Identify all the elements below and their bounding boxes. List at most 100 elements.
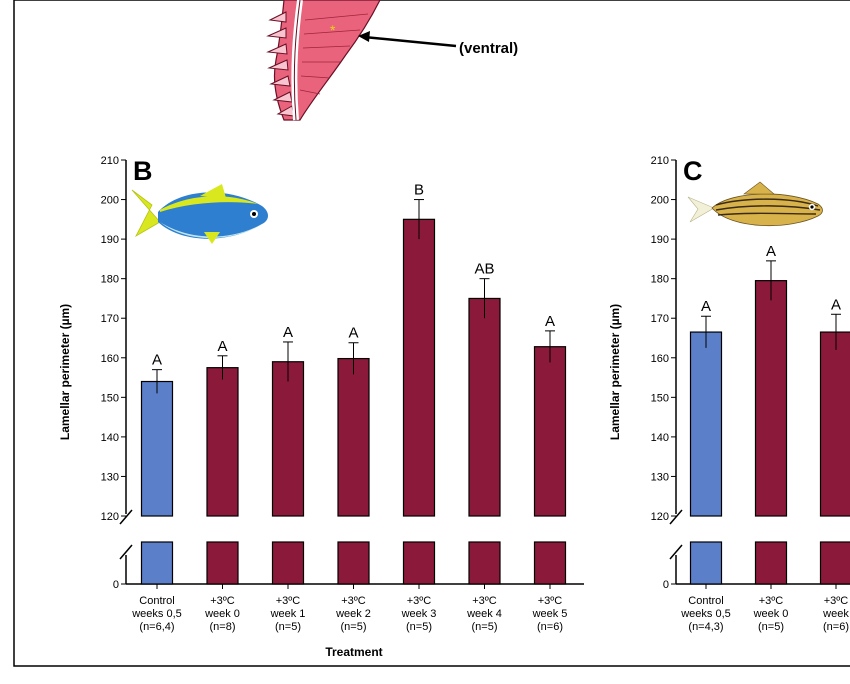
panel-b-axis-break-mark bbox=[119, 509, 133, 525]
panel-b-category-label: week 3 bbox=[401, 608, 437, 620]
panel-b-bar-lower bbox=[271, 541, 305, 585]
panel-b-significance-label: AB bbox=[474, 261, 494, 278]
panel-b-y-tick-label: 150 bbox=[101, 392, 119, 404]
panel-b-significance-label: B bbox=[414, 182, 424, 199]
panel-b-significance-label: A bbox=[545, 313, 555, 330]
panel-b-y-tick-label: 200 bbox=[101, 195, 119, 207]
panel-b-category-label: (n=5) bbox=[275, 621, 301, 633]
panel-b-category-label: week 5 bbox=[532, 608, 568, 620]
panel-b-bar bbox=[206, 367, 239, 517]
panel-c-y-tick-label: 200 bbox=[651, 195, 669, 207]
panel-b-category-label: week 1 bbox=[270, 608, 306, 620]
panel-c-bar bbox=[819, 331, 850, 517]
panel-b-category-label: +3ºC bbox=[538, 595, 563, 607]
panel-b-y-tick-label: 210 bbox=[101, 155, 119, 167]
panel-b-category-label: week 2 bbox=[335, 608, 371, 620]
ventral-label: (ventral) bbox=[459, 40, 518, 57]
panel-b-y-tick-label: 0 bbox=[113, 579, 119, 591]
panel-b-category-label: +3ºC bbox=[472, 595, 497, 607]
panel-b-y-tick-label: 140 bbox=[101, 432, 119, 444]
panel-b-letter: B bbox=[133, 156, 153, 186]
panel-b-significance-label: A bbox=[348, 325, 358, 342]
panel-b-axis-break-mark bbox=[119, 544, 133, 560]
panel-c-y-tick-label: 160 bbox=[651, 353, 669, 365]
panel-c-y-tick-label: 0 bbox=[663, 579, 669, 591]
panel-c-bar bbox=[689, 331, 723, 517]
svg-text:*: * bbox=[330, 22, 336, 38]
panel-c-category-label: (n=6) bbox=[823, 621, 849, 633]
panel-b-bar-lower bbox=[402, 541, 436, 585]
cardinalfish-icon bbox=[687, 181, 823, 227]
panel-c-bar-lower bbox=[819, 541, 850, 585]
panel-b-category-label: (n=8) bbox=[210, 621, 236, 633]
panel-b-category-label: +3ºC bbox=[210, 595, 235, 607]
panel-c-y-tick-label: 130 bbox=[651, 471, 669, 483]
panel-b-category-label: +3ºC bbox=[407, 595, 432, 607]
panel-b-bar bbox=[337, 357, 370, 517]
panel-c-bar bbox=[754, 280, 788, 517]
panel-c-y-tick-label: 170 bbox=[651, 313, 669, 325]
panel-c-y-tick-label: 120 bbox=[651, 511, 669, 523]
panel-b-bar-lower bbox=[140, 541, 174, 585]
panel-b-y-tick-label: 160 bbox=[101, 353, 119, 365]
panel-b-plot: 0120130140150160170180190200210AControlw… bbox=[101, 155, 584, 633]
figure-frame bbox=[13, 0, 850, 667]
panel-b-category-label: +3ºC bbox=[341, 595, 366, 607]
panel-b-y-tick-label: 170 bbox=[101, 313, 119, 325]
panel-b-bar-lower bbox=[337, 541, 370, 585]
panel-b-y-tick-label: 130 bbox=[101, 471, 119, 483]
panel-b-bar bbox=[271, 361, 305, 517]
panel-c-y-tick-label: 180 bbox=[651, 274, 669, 286]
panel-b-bar-lower bbox=[533, 541, 567, 585]
panel-b-category-label: Control bbox=[139, 595, 174, 607]
panel-c-bar-lower bbox=[689, 541, 723, 585]
panel-b-category-label: week 4 bbox=[466, 608, 502, 620]
panel-b-category-label: week 0 bbox=[204, 608, 240, 620]
panel-b-x-axis-label: Treatment bbox=[325, 645, 382, 659]
panel-c-category-label: Control bbox=[688, 595, 723, 607]
panel-b: B Lamellar perimeter (µm) Treatment 0 120… bbox=[58, 155, 584, 659]
panel-c-axis-break-mark bbox=[669, 509, 683, 525]
panel-b-category-label: +3ºC bbox=[276, 595, 301, 607]
panel-b-y-tick-label: 190 bbox=[101, 234, 119, 246]
panel-b-bar bbox=[533, 346, 567, 517]
panel-c-plot: 0120130140150160170180190200210AControlw… bbox=[651, 155, 850, 633]
panel-b-category-label: (n=5) bbox=[341, 621, 367, 633]
yellowfin-fish-icon bbox=[131, 184, 268, 244]
panel-b-bar-lower bbox=[206, 541, 239, 585]
panel-c: C Lamellar perimeter (µm) 0 120 130 140 150 1… bbox=[608, 155, 850, 633]
panel-b-bar-lower bbox=[468, 541, 501, 585]
panel-c-category-label: (n=4,3) bbox=[688, 621, 723, 633]
panel-c-category-label: (n=5) bbox=[758, 621, 784, 633]
panel-c-category-label: weeks 0,5 bbox=[680, 608, 731, 620]
panel-c-category-label: +3ºC bbox=[824, 595, 849, 607]
panel-c-y-axis-label: Lamellar perimeter (µm) bbox=[608, 304, 622, 440]
panel-c-y-tick-label: 140 bbox=[651, 432, 669, 444]
panel-c-significance-label: A bbox=[766, 243, 776, 260]
panel-c-letter: C bbox=[683, 156, 703, 186]
panel-b-y-tick-label: 120 bbox=[101, 511, 119, 523]
panel-b-y-tick-label: 180 bbox=[101, 274, 119, 286]
panel-c-significance-label: A bbox=[701, 298, 711, 315]
panel-c-y-tick-label: 190 bbox=[651, 234, 669, 246]
panel-c-y-tick-label: 210 bbox=[651, 155, 669, 167]
panel-b-significance-label: A bbox=[217, 338, 227, 355]
panel-b-category-label: (n=6,4) bbox=[139, 621, 174, 633]
panel-c-y-tick-label: 150 bbox=[651, 392, 669, 404]
panel-b-significance-label: A bbox=[152, 352, 162, 369]
panel-c-significance-label: A bbox=[831, 296, 841, 313]
panel-b-category-label: (n=5) bbox=[472, 621, 498, 633]
panel-b-bar bbox=[402, 218, 436, 517]
panel-c-category-label: week bbox=[822, 608, 849, 620]
gill-filament-icon: * bbox=[266, 0, 381, 121]
panel-b-significance-label: A bbox=[283, 324, 293, 341]
panel-b-category-label: (n=6) bbox=[537, 621, 563, 633]
panel-b-category-label: (n=5) bbox=[406, 621, 432, 633]
panel-c-axis-break-mark bbox=[669, 544, 683, 560]
panel-c-bar-lower bbox=[754, 541, 788, 585]
panel-c-category-label: +3ºC bbox=[759, 595, 784, 607]
panel-b-category-label: weeks 0,5 bbox=[131, 608, 182, 620]
panel-b-bar bbox=[140, 380, 174, 517]
panel-c-category-label: week 0 bbox=[753, 608, 789, 620]
